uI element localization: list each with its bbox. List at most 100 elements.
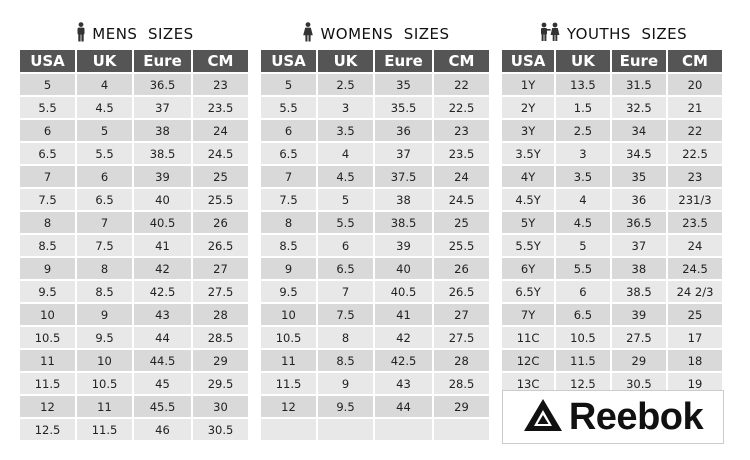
table-row: 11C 10.5 27.5 17 (502, 327, 722, 348)
size-cell: 11 (20, 350, 75, 371)
size-cell: 26 (193, 212, 248, 233)
size-cell: 6.5 (20, 143, 75, 164)
size-cell: 36 (611, 189, 666, 210)
size-cell: 2.5 (318, 74, 373, 95)
table-row: 9 8 42 27 (20, 258, 248, 279)
size-cell: 38 (134, 120, 191, 141)
size-cell: 44 (134, 327, 191, 348)
size-cell: 7 (20, 166, 75, 187)
man-icon (76, 22, 86, 46)
table-row: 4Y 3.5 35 23 (502, 166, 722, 187)
size-cell: 35 (611, 166, 666, 187)
column-header: USA (502, 50, 555, 72)
size-cell: 4.5 (318, 166, 373, 187)
size-cell: 10 (261, 304, 316, 325)
size-cell: 8 (20, 212, 75, 233)
size-cell: 28 (434, 350, 489, 371)
size-cell: 8 (77, 258, 132, 279)
table-row: 9.5 8.5 42.5 27.5 (20, 281, 248, 302)
column-header: CM (434, 50, 489, 72)
size-cell: 6 (318, 235, 373, 256)
size-cell: 2.5 (556, 120, 610, 141)
size-cell: 42 (375, 327, 432, 348)
size-cell: 9.5 (20, 281, 75, 302)
size-cell: 23 (434, 120, 489, 141)
youths-sizes-heading: YOUTHS SIZES (502, 20, 724, 48)
size-cell: 9.5 (318, 396, 373, 417)
table-row: 7.5 6.5 40 25.5 (20, 189, 248, 210)
size-cell: 40 (134, 189, 191, 210)
size-cell: 3.5Y (502, 143, 555, 164)
size-cell: 13C (502, 373, 555, 394)
table-row: 4.5Y 4 36 231/3 (502, 189, 722, 210)
womens-size-table: USA UK Eure CM 5 2.5 35 22 5.5 3 35.5 22.5 6 3.5 36 23… (259, 48, 491, 442)
size-cell: 9.5 (261, 281, 316, 302)
size-cell: 41 (134, 235, 191, 256)
table-row: 6 3.5 36 23 (261, 120, 489, 141)
table-row: 12C 11.5 29 18 (502, 350, 722, 371)
size-cell: 7.5 (261, 189, 316, 210)
size-cell: 22 (434, 74, 489, 95)
size-cell: 22.5 (667, 143, 722, 164)
size-cell: 9 (77, 304, 132, 325)
size-cell: 27.5 (434, 327, 489, 348)
size-cell: 6.5 (77, 189, 132, 210)
size-cell: 10 (77, 350, 132, 371)
size-cell: 7 (261, 166, 316, 187)
size-cell: 40.5 (375, 281, 432, 302)
size-cell: 25.5 (193, 189, 248, 210)
size-cell: 42 (134, 258, 191, 279)
brand-wordmark: Reebok (568, 395, 704, 438)
table-row: 10 7.5 41 27 (261, 304, 489, 325)
size-cell: 37.5 (375, 166, 432, 187)
size-cell: 25.5 (434, 235, 489, 256)
size-cell: 11.5 (261, 373, 316, 394)
size-cell: 45 (134, 373, 191, 394)
womens-sizes-title: WOMENS SIZES (320, 25, 450, 43)
size-cell: 5 (318, 189, 373, 210)
table-row: 11 10 44.5 29 (20, 350, 248, 371)
table-row: 8.5 6 39 25.5 (261, 235, 489, 256)
size-cell: 26.5 (434, 281, 489, 302)
size-cell: 17 (667, 327, 722, 348)
size-cell: 8 (318, 327, 373, 348)
size-cell: 23 (193, 74, 248, 95)
size-cell (375, 419, 432, 440)
table-row: 11 8.5 42.5 28 (261, 350, 489, 371)
table-row: 3Y 2.5 34 22 (502, 120, 722, 141)
table-row: 8 7 40.5 26 (20, 212, 248, 233)
table-row: 6Y 5.5 38 24.5 (502, 258, 722, 279)
column-header: Eure (611, 50, 666, 72)
size-cell: 35.5 (375, 97, 432, 118)
size-cell: 23.5 (193, 97, 248, 118)
column-header: CM (193, 50, 248, 72)
size-cell: 40.5 (134, 212, 191, 233)
size-cell: 6.5 (261, 143, 316, 164)
size-cell: 9.5 (77, 327, 132, 348)
table-row: 10 9 43 28 (20, 304, 248, 325)
column-header: USA (20, 50, 75, 72)
size-cell: 28.5 (193, 327, 248, 348)
size-cell: 7 (318, 281, 373, 302)
table-row: 6.5 4 37 23.5 (261, 143, 489, 164)
size-cell: 8.5 (261, 235, 316, 256)
size-cell: 38.5 (611, 281, 666, 302)
table-row: 6 5 38 24 (20, 120, 248, 141)
size-cell: 37 (134, 97, 191, 118)
size-cell: 6Y (502, 258, 555, 279)
table-row (261, 419, 489, 440)
size-cell: 23 (667, 166, 722, 187)
size-cell: 40 (375, 258, 432, 279)
size-cell: 27 (434, 304, 489, 325)
size-cell: 1Y (502, 74, 555, 95)
size-cell: 7Y (502, 304, 555, 325)
size-cell: 10.5 (556, 327, 610, 348)
table-row: 5Y 4.5 36.5 23.5 (502, 212, 722, 233)
size-cell (434, 419, 489, 440)
column-header: Eure (375, 50, 432, 72)
size-cell: 23.5 (434, 143, 489, 164)
size-cell: 32.5 (611, 97, 666, 118)
size-cell: 24.5 (434, 189, 489, 210)
size-cell: 4 (556, 189, 610, 210)
mens-sizes-heading: MENS SIZES (20, 20, 250, 48)
